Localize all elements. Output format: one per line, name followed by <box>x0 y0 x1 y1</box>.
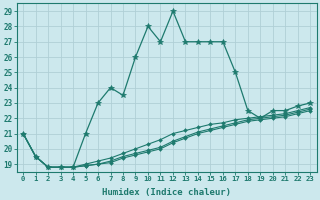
X-axis label: Humidex (Indice chaleur): Humidex (Indice chaleur) <box>102 188 231 197</box>
